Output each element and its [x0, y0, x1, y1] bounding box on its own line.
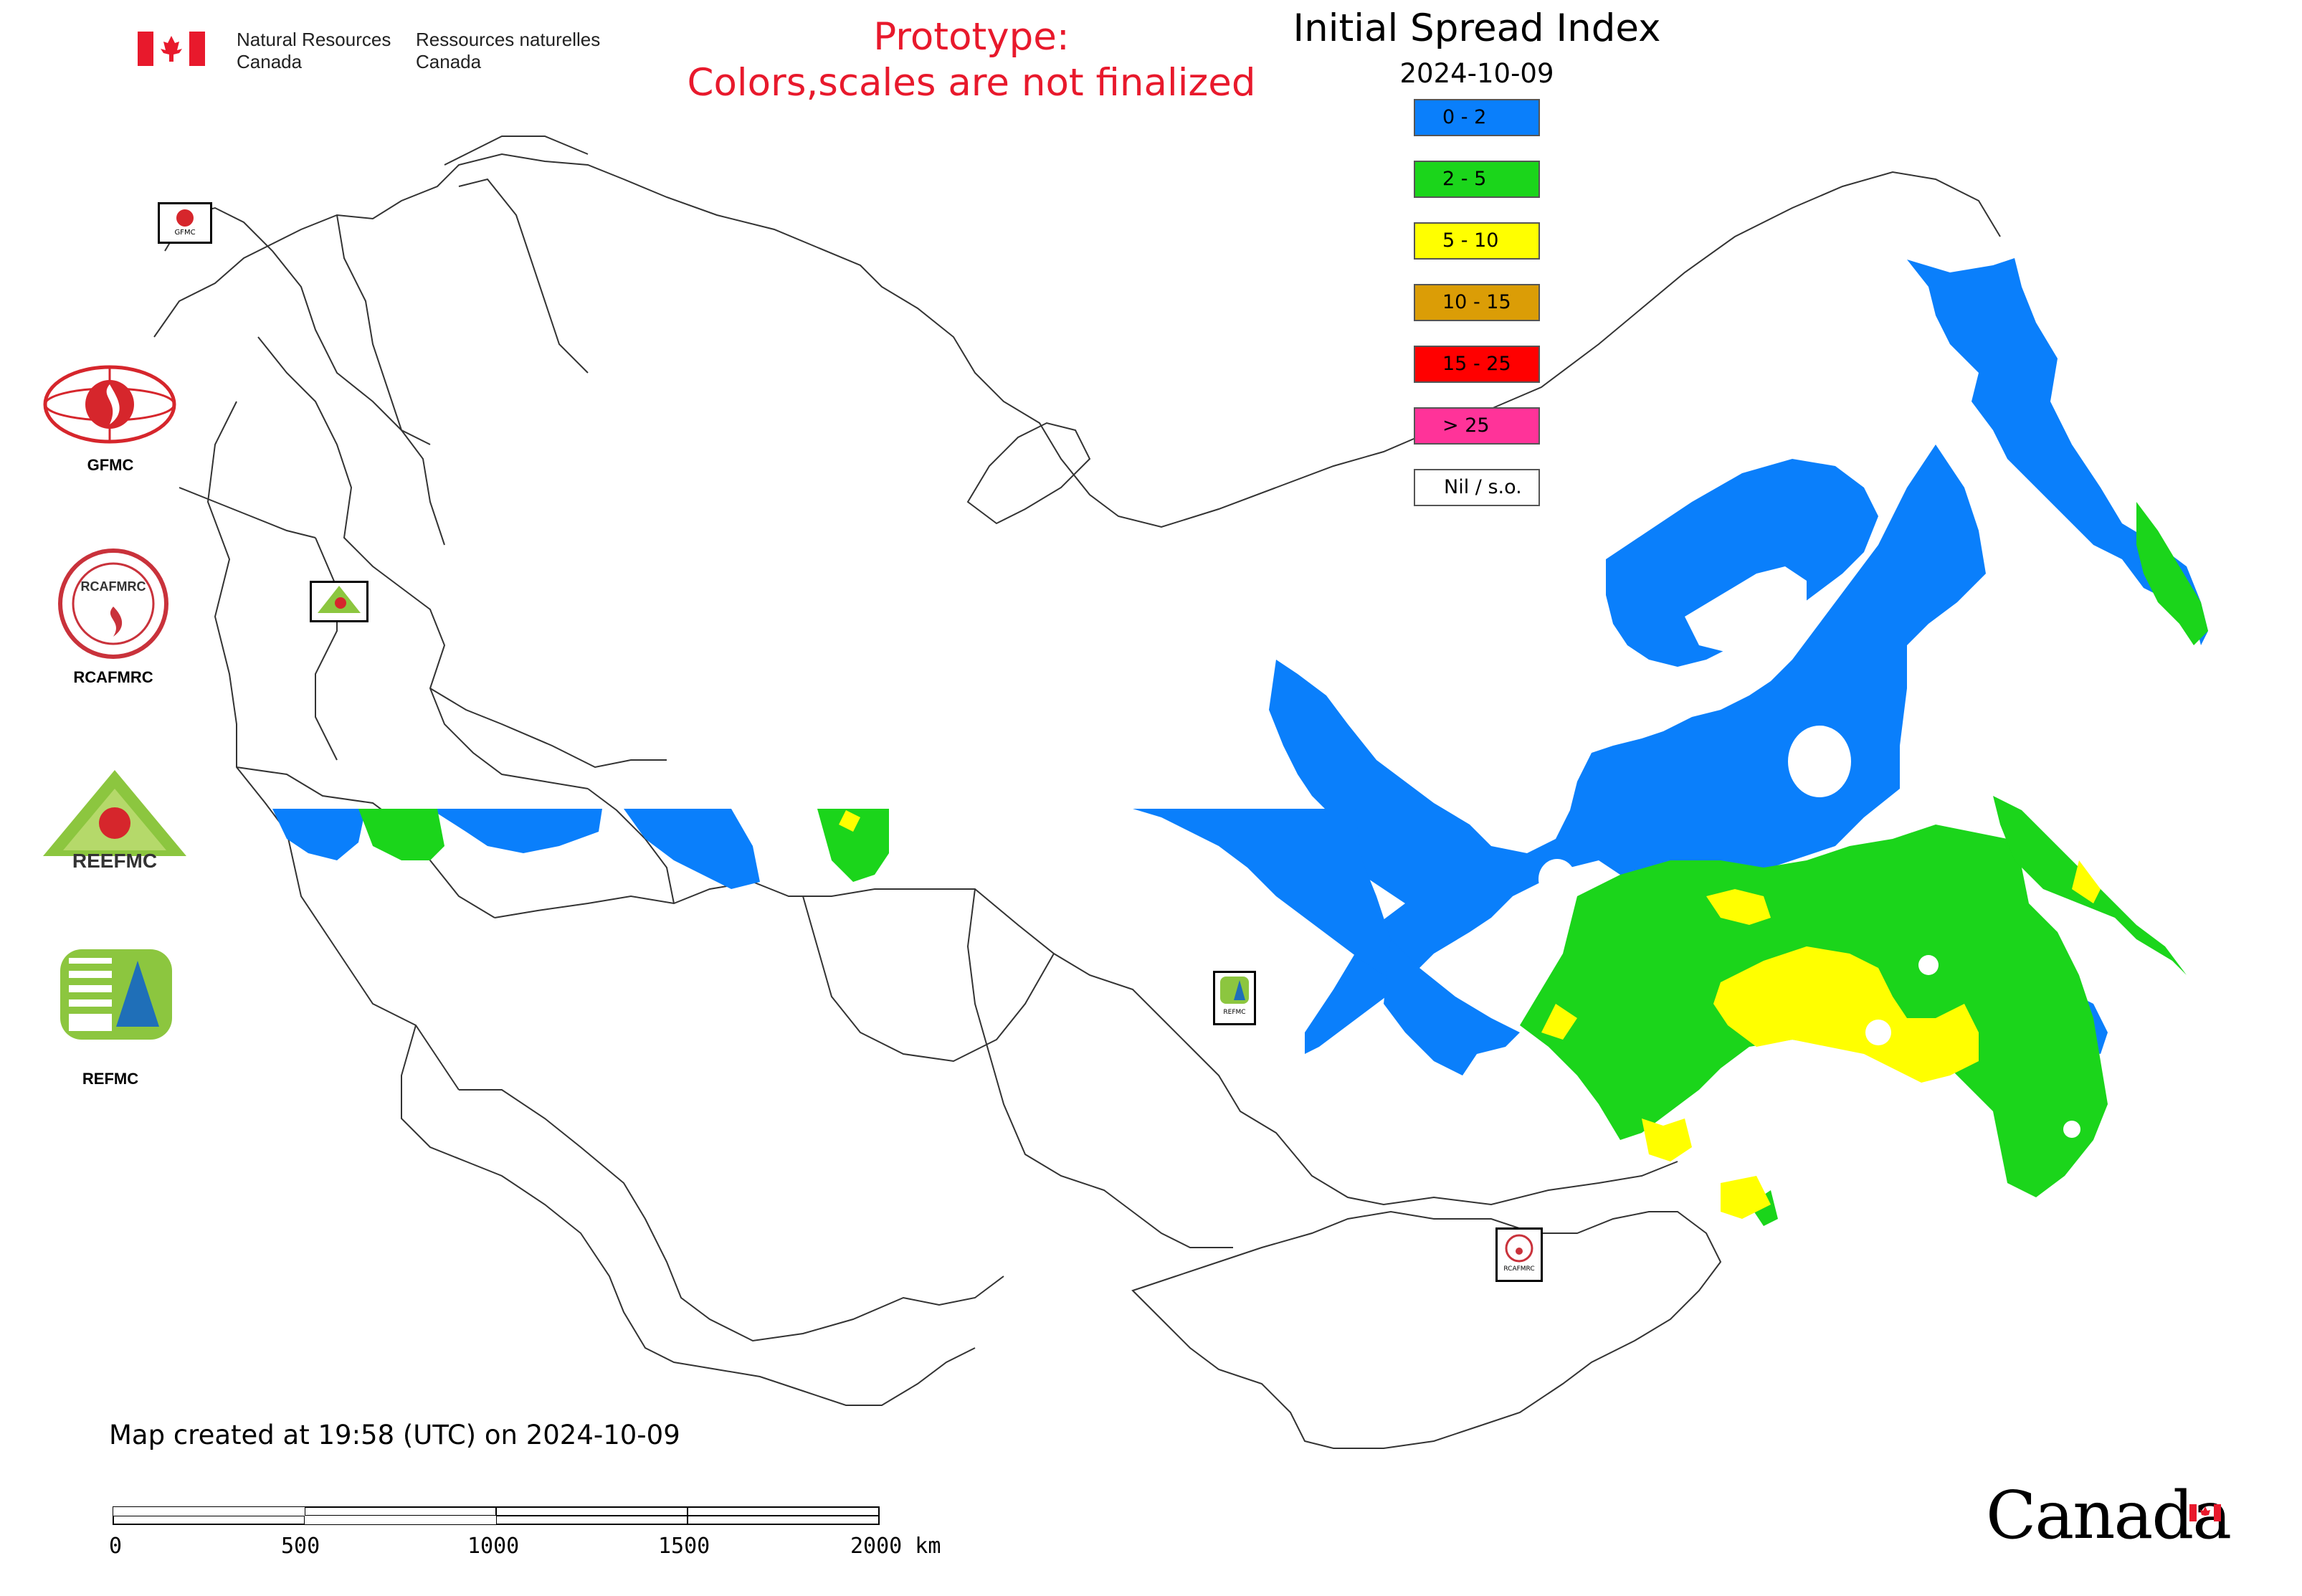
wordmark-flag-icon	[2189, 1504, 2221, 1521]
agency-name-en: Natural Resources Canada	[237, 29, 391, 72]
map-created-timestamp: Map created at 19:58 (UTC) on 2024-10-09	[109, 1420, 680, 1450]
scale-tick: 2000 km	[850, 1534, 941, 1559]
isi-field-0-2	[272, 258, 2208, 1075]
prototype-notice: Prototype: Colors,scales are not finaliz…	[687, 15, 1256, 105]
legend-item: 10 - 15	[1414, 284, 1540, 321]
legend-item: 0 - 2	[1414, 99, 1540, 136]
country-boundaries	[153, 136, 2001, 1449]
rcafmrc-badge-icon	[1505, 1234, 1533, 1263]
map-title: Initial Spread Index	[1293, 6, 1661, 50]
gfmc-map-badge: GFMC	[158, 202, 212, 244]
map-date: 2024-10-09	[1399, 58, 1554, 89]
legend-item: 15 - 25	[1414, 346, 1540, 383]
refmc-map-badge: REFMC	[1213, 971, 1256, 1025]
isi-field-5-10	[839, 810, 2101, 1219]
canada-flag-icon	[138, 32, 205, 66]
refmc-logo-icon	[60, 949, 172, 1040]
scale-tick: 500	[281, 1534, 320, 1559]
svg-text:RCAFMRC: RCAFMRC	[81, 579, 146, 594]
svg-text:REEFMC: REEFMC	[72, 850, 157, 872]
agency-name-fr: Ressources naturelles Canada	[416, 29, 601, 72]
side-logo-label: GFMC	[87, 456, 134, 474]
rcafmrc-logo-icon: RCAFMRC	[58, 548, 168, 659]
gfmc-logo-icon	[43, 365, 176, 444]
legend-item: Nil / s.o.	[1414, 469, 1540, 506]
legend-item: 5 - 10	[1414, 222, 1540, 260]
legend-item: > 25	[1414, 407, 1540, 445]
scale-bar: 0 500 1000 1500 2000 km	[109, 1506, 941, 1559]
side-logo-label: REFMC	[82, 1070, 139, 1088]
scale-tick: 0	[109, 1534, 122, 1559]
reefmc-logo-icon: REEFMC	[43, 770, 186, 872]
reefmc-badge-icon	[318, 586, 361, 613]
gfmc-badge-icon	[176, 209, 194, 227]
reefmc-map-badge	[310, 581, 368, 622]
legend-item: 2 - 5	[1414, 161, 1540, 198]
scale-tick: 1500	[658, 1534, 710, 1559]
map-holes	[1538, 726, 2080, 1138]
side-logo-label: RCAFMRC	[73, 668, 153, 686]
refmc-badge-icon	[1220, 977, 1249, 1004]
rcafmrc-map-badge: RCAFMRC	[1495, 1227, 1543, 1282]
scale-tick: 1000	[467, 1534, 519, 1559]
